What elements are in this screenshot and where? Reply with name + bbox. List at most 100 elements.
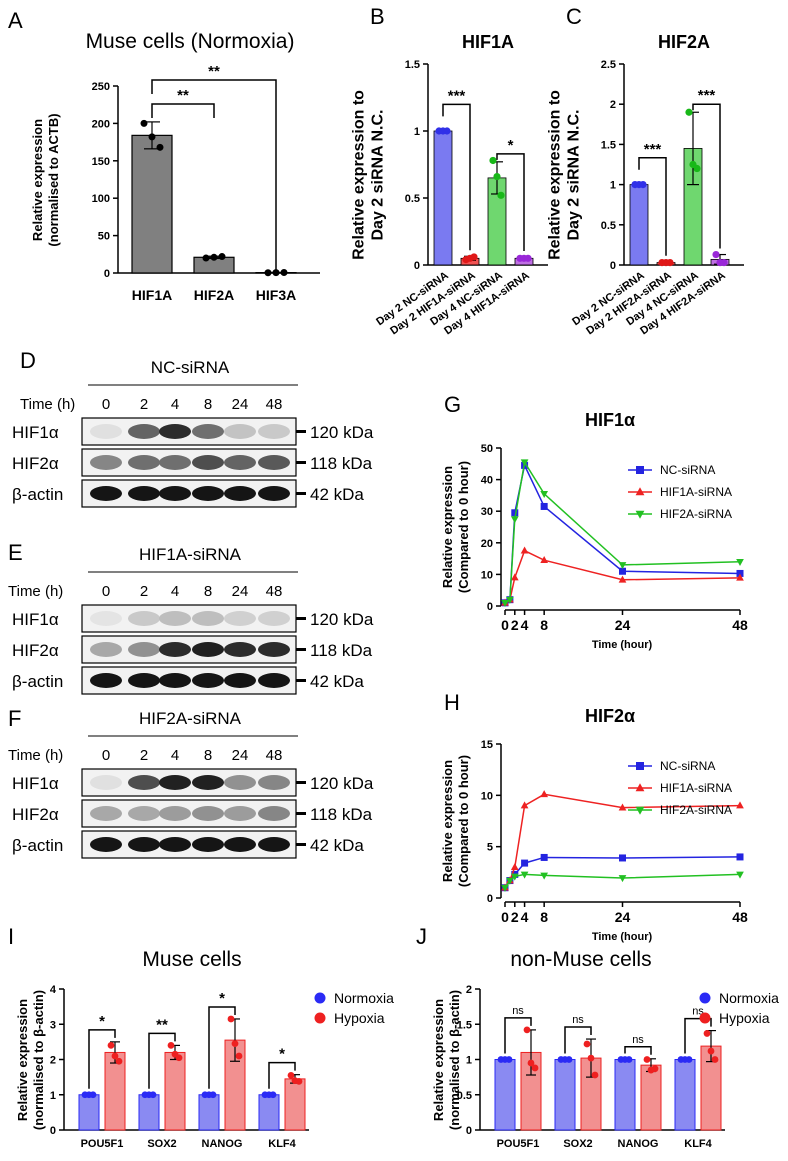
- panel-g-legend-marker: [636, 466, 644, 474]
- panel-h-point: [736, 871, 744, 879]
- panel-a-sig-bracket: [151, 103, 215, 118]
- panel-g-point: [540, 502, 548, 510]
- panel-j-point: [591, 1071, 599, 1079]
- panel-e-protein-label: β-actin: [12, 672, 63, 691]
- panel-j-y-tick-label: 2: [466, 984, 472, 996]
- panel-f-protein-label: HIF2α: [12, 805, 59, 824]
- panel-f-kda-label: 42 kDa: [310, 836, 364, 855]
- panel-j-sig-bracket-label: ns: [632, 1034, 644, 1046]
- panel-e-band: [258, 611, 290, 626]
- panel-a-y-tick-label: 0: [104, 268, 110, 280]
- panel-e-band: [159, 611, 191, 626]
- panel-i-ylabel-line: Relative expression: [15, 999, 30, 1121]
- panel-g-legend-label: HIF2A-siRNA: [660, 507, 732, 521]
- panel-h-point: [520, 801, 529, 809]
- panel-label-F: F: [8, 706, 21, 731]
- panel-f-band: [90, 775, 122, 790]
- panel-j-bar: [640, 1064, 662, 1131]
- panel-a: Muse cells (Normoxia) Relative expression…: [30, 30, 320, 303]
- panel-h-point: [736, 801, 744, 809]
- panel-e-band: [90, 611, 122, 626]
- panel-d-band: [224, 455, 256, 470]
- panel-e-band: [128, 642, 160, 657]
- panel-h-legend-marker: [635, 806, 645, 815]
- panel-d-band: [258, 424, 290, 439]
- panel-h-legend-marker: [635, 783, 645, 792]
- panel-e-band: [159, 642, 191, 657]
- panel-i-point: [269, 1091, 277, 1099]
- panel-j-sig-bracket: [624, 1046, 652, 1055]
- panel-i-bar: [284, 1078, 306, 1131]
- panel-i-sig-bracket-label: **: [156, 1016, 168, 1033]
- panel-e-kda-label: 42 kDa: [310, 672, 364, 691]
- panel-f-band: [192, 837, 224, 852]
- panel-g-y-tick-label: 0: [487, 601, 493, 613]
- panel-i-category-label: KLF4: [268, 1138, 296, 1150]
- panel-f-group-label: HIF2A-siRNA: [139, 709, 242, 728]
- panel-h-ylabel-line: Relative expression: [440, 760, 455, 882]
- panel-g-point: [520, 546, 529, 554]
- panel-g-point: [510, 516, 519, 524]
- panel-h-ylabel-line: (Compared to 0 hour): [456, 755, 471, 887]
- panel-a-ylabel-line: (normalised to ACTB): [46, 113, 61, 246]
- panel-a-category-label: HIF3A: [256, 287, 296, 303]
- panel-j-y-tick-label: 1: [466, 1055, 472, 1067]
- panel-a-point: [264, 269, 272, 277]
- panel-e-time-point: 4: [171, 583, 179, 600]
- panel-g-point: [511, 509, 519, 517]
- panel-c-ylabel-line: Relative expression to: [547, 90, 564, 260]
- panel-e-band: [192, 673, 224, 688]
- panel-g-title: HIF1α: [585, 410, 635, 430]
- panel-h-legend-label: HIF2A-siRNA: [660, 803, 732, 817]
- panel-i-point: [209, 1091, 217, 1099]
- panel-i-y-tick-label: 3: [50, 1019, 56, 1031]
- panel-d-time-point: 0: [102, 396, 110, 413]
- panel-a-point: [272, 269, 280, 277]
- panel-h-point: [619, 854, 626, 862]
- panel-f-protein-label: β-actin: [12, 836, 63, 855]
- panel-d-time-point: 4: [171, 396, 179, 413]
- panel-g-x-tick-label: 24: [615, 617, 631, 633]
- panel-c-point: [693, 164, 701, 173]
- panel-b-title: HIF1A: [462, 32, 514, 52]
- panel-d-band: [159, 455, 191, 470]
- panel-j-legend-marker: [699, 992, 711, 1004]
- panel-h-title: HIF2α: [585, 706, 635, 726]
- panel-g-x-tick-label: 8: [540, 617, 548, 633]
- panel-e-band: [159, 673, 191, 688]
- panel-f-time-point: 4: [171, 747, 179, 764]
- panel-i-point: [231, 1040, 239, 1048]
- panel-f-band: [159, 806, 191, 821]
- panel-label-G: G: [444, 392, 461, 417]
- panel-e-group-label: HIF1A-siRNA: [139, 545, 242, 564]
- panel-f-band: [192, 806, 224, 821]
- panel-h-legend-label: HIF1A-siRNA: [660, 781, 732, 795]
- panel-f-band: [224, 806, 256, 821]
- panel-d-band: [159, 486, 191, 501]
- panel-j-point: [707, 1047, 715, 1055]
- panel-i-bar: [258, 1094, 280, 1131]
- panel-b-point: [493, 172, 501, 181]
- panel-h-point: [540, 853, 548, 861]
- panel-i-sig-bracket: [208, 1006, 236, 1089]
- panel-c-bar: [629, 184, 649, 266]
- panel-f-band: [128, 837, 160, 852]
- panel-h-point: [501, 884, 509, 892]
- panel-j-legend-label: Hypoxia: [719, 1010, 770, 1026]
- panel-i-bar: [164, 1051, 186, 1131]
- panel-c-point: [639, 181, 647, 189]
- panel-g-point: [619, 567, 626, 575]
- panel-label-J: J: [416, 924, 427, 949]
- panel-j-point: [711, 1056, 719, 1063]
- panel-d-band: [192, 486, 224, 501]
- panel-j-point: [523, 1026, 531, 1034]
- panel-c-sig-bracket-label: ***: [644, 141, 662, 158]
- panel-f-band: [90, 837, 122, 852]
- panel-e-band: [224, 673, 256, 688]
- panel-g-point: [540, 491, 549, 499]
- panel-a-ylabel: Relative expression (normalised to ACTB): [30, 113, 61, 246]
- panel-i-category-label: POU5F1: [81, 1138, 124, 1150]
- panel-h-point: [510, 863, 519, 870]
- panel-g-ylabel-line: Relative expression: [440, 466, 455, 588]
